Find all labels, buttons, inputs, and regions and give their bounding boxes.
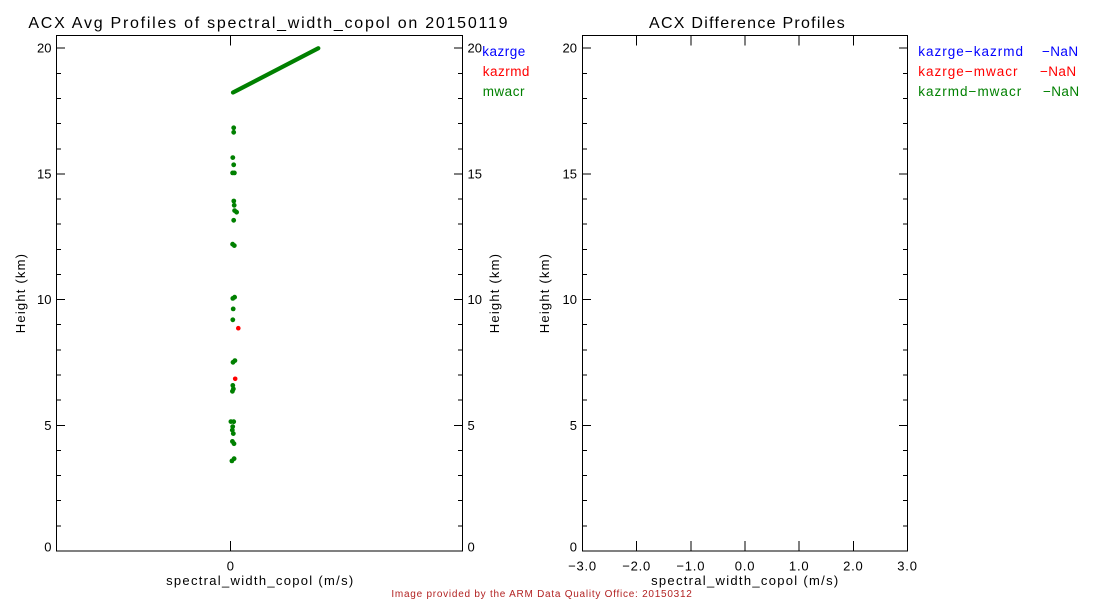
- svg-text:10: 10: [37, 292, 51, 307]
- svg-text:ACX Difference Profiles: ACX Difference Profiles: [649, 15, 846, 32]
- svg-text:5: 5: [570, 418, 577, 433]
- svg-text:kazrge: kazrge: [482, 44, 526, 59]
- svg-text:20: 20: [563, 41, 577, 56]
- svg-text:5: 5: [468, 418, 475, 433]
- svg-text:−1.0: −1.0: [676, 558, 705, 573]
- svg-text:−2.0: −2.0: [622, 558, 651, 573]
- svg-text:kazrge−mwacr: kazrge−mwacr: [918, 64, 1018, 79]
- svg-text:3.0: 3.0: [897, 558, 917, 573]
- svg-text:5: 5: [44, 418, 51, 433]
- svg-text:spectral_width_copol (m/s): spectral_width_copol (m/s): [166, 573, 354, 588]
- svg-text:Height (km): Height (km): [13, 253, 28, 333]
- svg-text:20: 20: [468, 41, 482, 56]
- svg-text:spectral_width_copol (m/s): spectral_width_copol (m/s): [651, 573, 839, 588]
- svg-text:2.0: 2.0: [843, 558, 863, 573]
- svg-text:−NaN: −NaN: [1042, 44, 1079, 59]
- svg-text:20: 20: [37, 41, 51, 56]
- svg-text:10: 10: [563, 292, 577, 307]
- svg-text:0: 0: [468, 539, 475, 554]
- svg-text:Image provided by the ARM Data: Image provided by the ARM Data Quality O…: [391, 589, 692, 600]
- svg-text:0: 0: [44, 539, 51, 554]
- svg-text:kazrmd−mwacr: kazrmd−mwacr: [918, 84, 1022, 99]
- svg-text:Height (km): Height (km): [487, 253, 502, 333]
- svg-text:15: 15: [468, 166, 482, 181]
- svg-text:0: 0: [570, 539, 577, 554]
- svg-text:15: 15: [37, 166, 51, 181]
- svg-text:−NaN: −NaN: [1043, 84, 1080, 99]
- svg-text:10: 10: [468, 292, 482, 307]
- svg-text:ACX Avg Profiles of spectral_w: ACX Avg Profiles of spectral_width_copol…: [28, 15, 509, 32]
- svg-text:kazrge−kazrmd: kazrge−kazrmd: [918, 44, 1024, 59]
- svg-text:mwacr: mwacr: [483, 84, 525, 99]
- svg-text:kazrmd: kazrmd: [483, 64, 530, 79]
- svg-text:15: 15: [563, 166, 577, 181]
- svg-text:Height (km): Height (km): [537, 253, 552, 333]
- svg-text:0.0: 0.0: [735, 558, 755, 573]
- svg-text:1.0: 1.0: [789, 558, 809, 573]
- svg-text:−3.0: −3.0: [568, 558, 597, 573]
- svg-text:−NaN: −NaN: [1040, 64, 1077, 79]
- svg-text:0: 0: [227, 559, 234, 574]
